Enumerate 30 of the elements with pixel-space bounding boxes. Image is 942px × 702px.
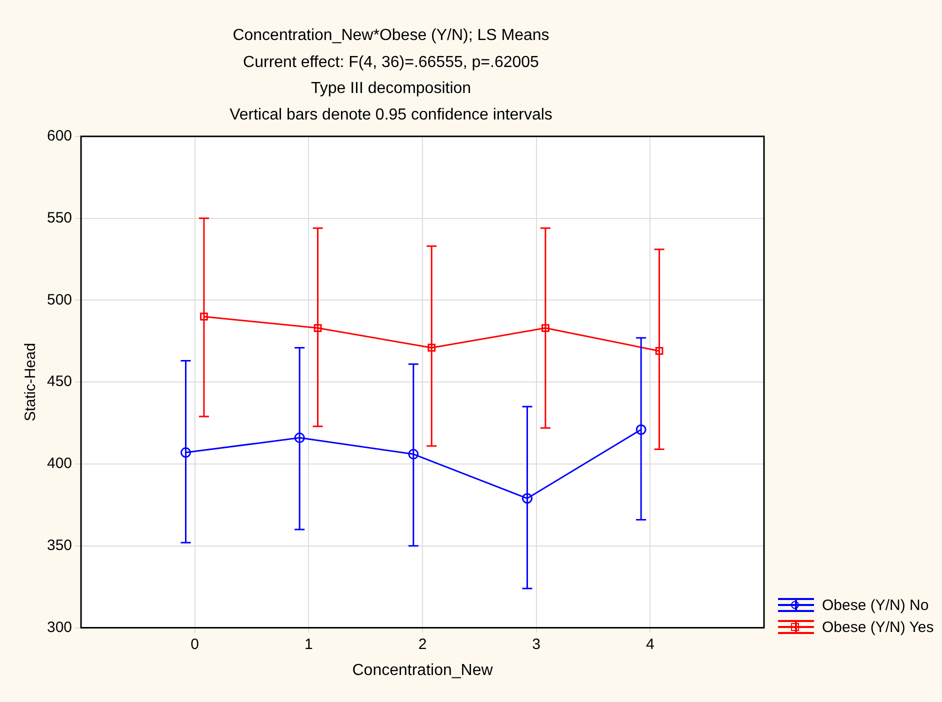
point — [542, 324, 550, 332]
text: Vertical bars denote 0.95 confidence intervals — [230, 106, 552, 124]
point — [428, 344, 436, 352]
point — [522, 493, 532, 504]
chart-title: Concentration_New*Obese (Y/N); LS Means — [232, 27, 550, 44]
y-axis-title: Static-Head — [22, 342, 40, 422]
y-tick-label: 550 — [46, 209, 72, 226]
point — [655, 347, 664, 355]
x-axis-title: Concentration_New — [352, 662, 494, 679]
y-tick-label: 300 — [46, 618, 72, 636]
y-tick-label: 450 — [46, 373, 72, 390]
y-tick-label: 400 — [46, 455, 72, 472]
chart-subtitle: Current effect: F(4, 36)=.66555, p=.62005 — [243, 54, 540, 71]
x-tick-label: 2 — [418, 636, 427, 653]
legend-label: Obese (Y/N) Yes — [822, 618, 935, 638]
point — [314, 324, 322, 332]
text: Type III decomposition — [310, 80, 472, 98]
y-tick-label: 500 — [46, 291, 72, 308]
point — [180, 447, 191, 458]
y-tick-label: 600 — [46, 128, 72, 145]
x-tick-label: 0 — [190, 636, 200, 653]
x-tick-label: 1 — [304, 636, 313, 653]
point — [294, 432, 305, 444]
x-tick-label: 4 — [646, 636, 654, 653]
point — [200, 312, 208, 321]
y-tick-label: 350 — [46, 537, 72, 554]
point — [636, 424, 646, 435]
legend-label: Obese (Y/N) No — [822, 596, 930, 616]
x-tick-label: 3 — [532, 636, 541, 653]
point — [408, 448, 419, 460]
